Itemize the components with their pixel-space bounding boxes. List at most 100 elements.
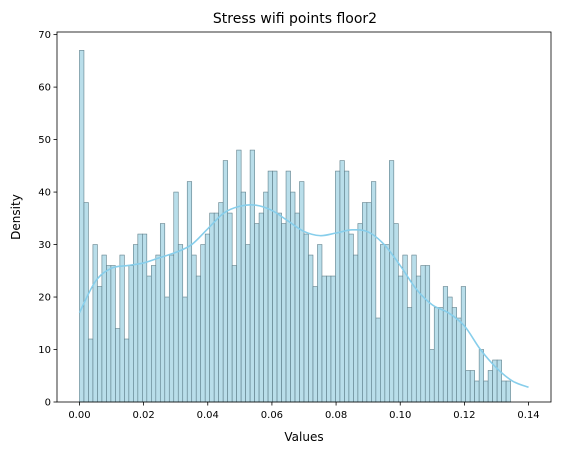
histogram-bar <box>299 181 305 403</box>
histogram-bar <box>303 233 309 403</box>
histogram-bar <box>335 170 341 403</box>
x-tick-label: 0.04 <box>197 410 219 421</box>
histogram-bar <box>168 254 175 403</box>
histogram-bar <box>357 223 363 403</box>
histogram-bar <box>222 160 228 403</box>
histogram-bar <box>79 50 85 403</box>
histogram-bar <box>133 244 139 403</box>
chart-title: Stress wifi points floor2 <box>213 11 377 27</box>
histogram-bar <box>321 275 327 403</box>
histogram-bar <box>384 244 390 403</box>
y-axis-label: Density <box>9 194 23 240</box>
histogram-bar <box>474 380 480 403</box>
histogram-bar <box>128 265 134 403</box>
histogram-bar <box>483 380 489 403</box>
histogram-bar <box>505 380 511 403</box>
histogram-bar <box>88 338 94 403</box>
histogram-bar <box>415 275 422 403</box>
histogram-bar <box>317 244 323 403</box>
histogram-bar <box>375 317 381 403</box>
axes-layer: 0.00 0.02 0.04 0.06 0.08 0.10 0.12 0.14 0 10 20 30 4… <box>38 30 552 421</box>
x-tick-label: 0.14 <box>517 410 539 421</box>
histogram-bar <box>429 349 435 403</box>
histogram-bar <box>258 212 264 403</box>
histogram-bar <box>236 149 242 403</box>
histogram-bar <box>115 328 121 403</box>
histogram-bar <box>186 181 193 403</box>
histogram-bar <box>195 275 202 403</box>
histogram-bar <box>402 254 408 403</box>
y-tick-label: 60 <box>38 83 51 94</box>
y-tick-label: 30 <box>38 240 51 251</box>
histogram-bar <box>406 307 413 403</box>
histogram-bar <box>200 244 206 403</box>
y-tick-label: 70 <box>38 30 51 41</box>
histogram-bar <box>339 160 345 403</box>
x-tick-label: 0.00 <box>68 410 90 421</box>
histogram-bar <box>411 254 417 403</box>
y-tick-label: 50 <box>38 135 51 146</box>
histogram-bar <box>353 254 359 403</box>
histogram-bar <box>371 181 377 403</box>
histogram-bar <box>478 349 484 403</box>
histogram-bar <box>119 254 125 403</box>
histogram-bar <box>142 233 148 403</box>
histogram-bar <box>182 296 188 403</box>
kde-layer <box>78 204 529 389</box>
histogram-bar <box>442 286 449 403</box>
histogram-bar <box>213 212 219 403</box>
histogram-bar <box>389 160 395 403</box>
histogram-bar <box>110 265 116 403</box>
histogram-bar <box>433 307 440 403</box>
x-tick-label: 0.08 <box>325 410 347 421</box>
histogram-bar <box>254 223 260 403</box>
y-tick-label: 40 <box>38 188 51 199</box>
histogram-bar <box>451 307 457 403</box>
histogram-bar <box>308 254 314 403</box>
x-tick-label: 0.10 <box>389 410 411 421</box>
histogram-bar <box>344 170 350 403</box>
histogram-bar <box>245 244 251 403</box>
histogram-bar <box>380 244 386 403</box>
histogram-bar <box>267 170 273 403</box>
histogram-bar <box>496 359 502 403</box>
histogram-bar <box>424 265 431 403</box>
histogram-bar <box>164 296 170 403</box>
histogram-bar <box>209 212 215 403</box>
histogram-bar <box>159 223 166 403</box>
histogram-bar <box>106 265 112 403</box>
histogram-bar <box>326 275 332 403</box>
x-tick-label: 0.12 <box>453 410 475 421</box>
histogram-bar <box>438 307 444 403</box>
x-tick-label: 0.02 <box>132 410 154 421</box>
plot-frame <box>56 31 552 403</box>
histogram-bar <box>204 233 210 403</box>
histogram-bar <box>285 170 291 403</box>
histogram-bar <box>101 254 107 403</box>
histogram-bar <box>362 202 368 403</box>
bars-layer <box>79 50 511 403</box>
histogram-bar <box>487 370 493 403</box>
histogram-bar <box>191 254 197 403</box>
histogram-bar <box>155 254 161 403</box>
histogram-bar <box>151 265 157 403</box>
histogram-bar <box>218 202 224 403</box>
histogram-bar <box>92 244 98 403</box>
histogram-bar <box>227 212 233 403</box>
histogram-bar <box>456 317 462 403</box>
histogram-bar <box>263 191 269 403</box>
histogram-bar <box>146 275 152 403</box>
histogram-bar <box>469 370 475 403</box>
histogram-bar <box>177 244 184 403</box>
histogram-bar <box>398 275 404 403</box>
histogram-bar <box>231 265 237 403</box>
y-tick-label: 0 <box>45 398 51 409</box>
histogram-bar <box>281 223 287 403</box>
histogram-bar <box>460 286 466 403</box>
histogram-bar <box>465 370 471 403</box>
histogram-bar <box>348 233 354 403</box>
histogram-bar <box>97 286 103 403</box>
histogram-bar <box>330 275 336 403</box>
